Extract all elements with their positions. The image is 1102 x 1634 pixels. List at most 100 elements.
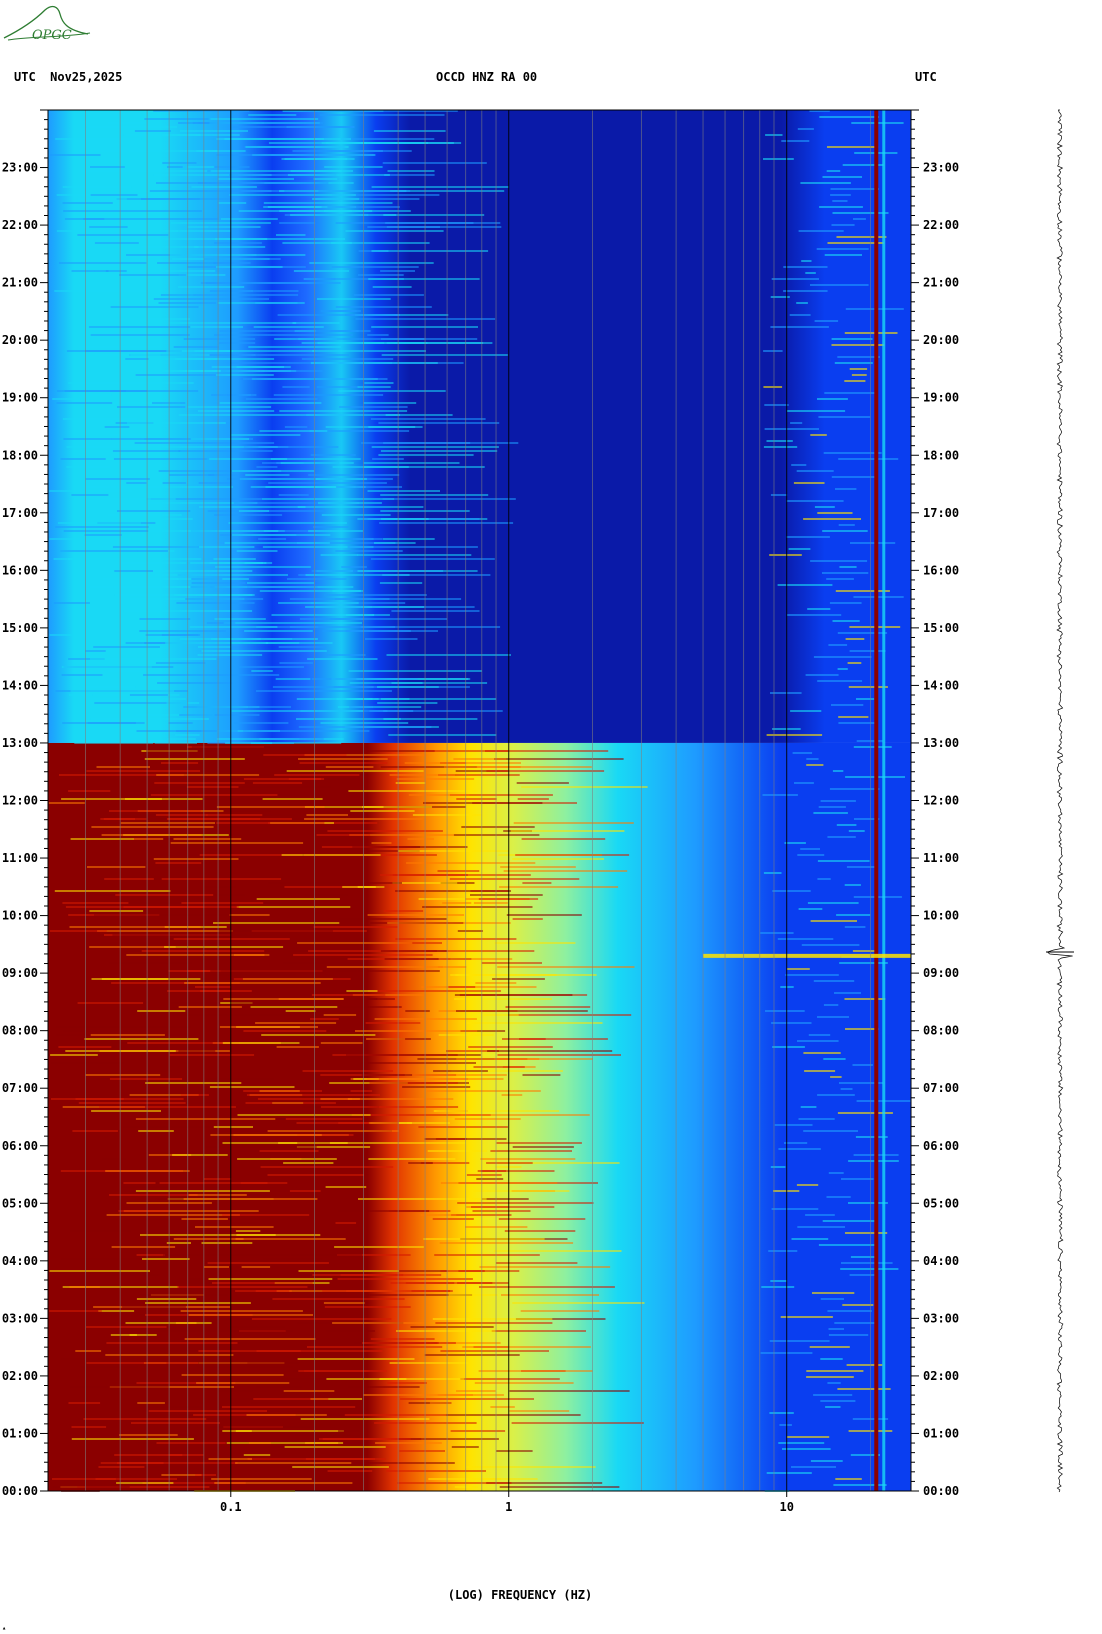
texture-stripe	[261, 498, 395, 500]
hf-noise-stripe	[760, 932, 794, 934]
hf-noise-stripe	[841, 1262, 893, 1264]
texture-stripe	[222, 1042, 300, 1044]
texture-stripe	[123, 906, 239, 908]
texture-stripe	[267, 1174, 364, 1176]
texture-stripe	[49, 634, 72, 636]
texture-stripe	[270, 458, 361, 460]
hf-noise-stripe	[796, 1184, 819, 1186]
texture-stripe	[255, 1022, 337, 1024]
texture-stripe	[86, 126, 177, 128]
texture-stripe	[88, 326, 191, 328]
texture-stripe	[223, 622, 362, 624]
texture-stripe	[153, 298, 269, 300]
texture-stripe	[366, 1038, 406, 1040]
time-label-right: 16:00	[923, 563, 959, 577]
texture-stripe	[319, 114, 445, 116]
texture-stripe	[180, 130, 248, 132]
texture-stripe	[377, 686, 439, 688]
texture-stripe	[180, 1094, 209, 1096]
texture-stripe	[373, 130, 446, 132]
texture-stripe	[399, 1450, 445, 1452]
texture-stripe	[199, 506, 306, 508]
texture-stripe	[346, 1054, 481, 1056]
texture-stripe	[298, 1370, 371, 1372]
hf-noise-stripe	[828, 1328, 844, 1330]
hf-noise-stripe	[764, 428, 819, 430]
texture-stripe	[329, 1082, 408, 1084]
texture-stripe	[457, 1202, 594, 1204]
texture-stripe	[305, 1458, 386, 1460]
hf-noise-stripe	[787, 1436, 830, 1438]
hf-noise-stripe	[840, 1268, 899, 1270]
texture-stripe	[477, 1170, 555, 1172]
texture-stripe	[236, 906, 351, 908]
hf-noise-stripe	[810, 920, 857, 922]
time-label-right: 15:00	[923, 621, 959, 635]
texture-stripe	[283, 1390, 335, 1392]
hf-noise-stripe	[806, 758, 819, 760]
texture-stripe	[303, 278, 336, 280]
texture-stripe	[344, 1414, 448, 1416]
texture-stripe	[320, 1098, 360, 1100]
texture-stripe	[271, 614, 390, 616]
texture-stripe	[451, 1070, 563, 1072]
hf-noise-stripe	[835, 590, 890, 592]
hf-noise-stripe	[827, 1382, 841, 1384]
texture-stripe	[71, 270, 109, 272]
texture-stripe	[263, 206, 322, 208]
texture-stripe	[386, 226, 502, 228]
hf-noise-stripe	[798, 230, 844, 232]
hf-noise-stripe	[789, 314, 811, 316]
texture-stripe	[317, 298, 391, 300]
texture-stripe	[341, 566, 367, 568]
texture-stripe	[296, 1146, 371, 1148]
texture-stripe	[297, 1134, 354, 1136]
texture-stripe	[210, 1134, 322, 1136]
texture-stripe	[448, 986, 476, 988]
hf-noise-stripe	[786, 410, 846, 412]
texture-stripe	[104, 878, 154, 880]
texture-stripe	[515, 974, 597, 976]
texture-stripe	[250, 1006, 338, 1008]
texture-stripe	[170, 254, 306, 256]
active-period-background	[48, 742, 911, 1491]
texture-stripe	[245, 146, 349, 148]
hf-noise-stripe	[844, 884, 861, 886]
texture-stripe	[285, 1010, 316, 1012]
texture-stripe	[321, 514, 391, 516]
texture-stripe	[190, 326, 243, 328]
texture-stripe	[353, 294, 424, 296]
hf-noise-stripe	[828, 1172, 844, 1174]
texture-stripe	[150, 318, 191, 320]
texture-stripe	[385, 414, 453, 416]
texture-stripe	[272, 1298, 405, 1300]
texture-stripe	[63, 210, 203, 212]
texture-stripe	[161, 878, 282, 880]
texture-stripe	[348, 1386, 420, 1388]
texture-stripe	[496, 1450, 533, 1452]
texture-stripe	[61, 1358, 191, 1360]
texture-stripe	[380, 698, 497, 700]
texture-stripe	[161, 1474, 202, 1476]
hf-noise-stripe	[778, 1442, 825, 1444]
texture-stripe	[256, 626, 319, 628]
texture-stripe	[94, 270, 216, 272]
texture-stripe	[515, 854, 630, 856]
texture-stripe	[357, 554, 472, 556]
texture-stripe	[515, 1318, 606, 1320]
texture-stripe	[245, 398, 318, 400]
texture-stripe	[223, 1426, 318, 1428]
hf-noise-stripe	[810, 560, 868, 562]
hf-noise-stripe	[763, 872, 782, 874]
texture-stripe	[451, 1214, 512, 1216]
texture-stripe	[277, 314, 400, 316]
texture-stripe	[453, 834, 540, 836]
texture-stripe	[125, 1322, 212, 1324]
texture-stripe	[134, 442, 275, 444]
texture-stripe	[233, 502, 360, 504]
texture-stripe	[347, 546, 478, 548]
hf-noise-stripe	[838, 458, 899, 460]
texture-stripe	[460, 1114, 590, 1116]
texture-stripe	[61, 666, 152, 668]
texture-stripe	[216, 266, 283, 268]
